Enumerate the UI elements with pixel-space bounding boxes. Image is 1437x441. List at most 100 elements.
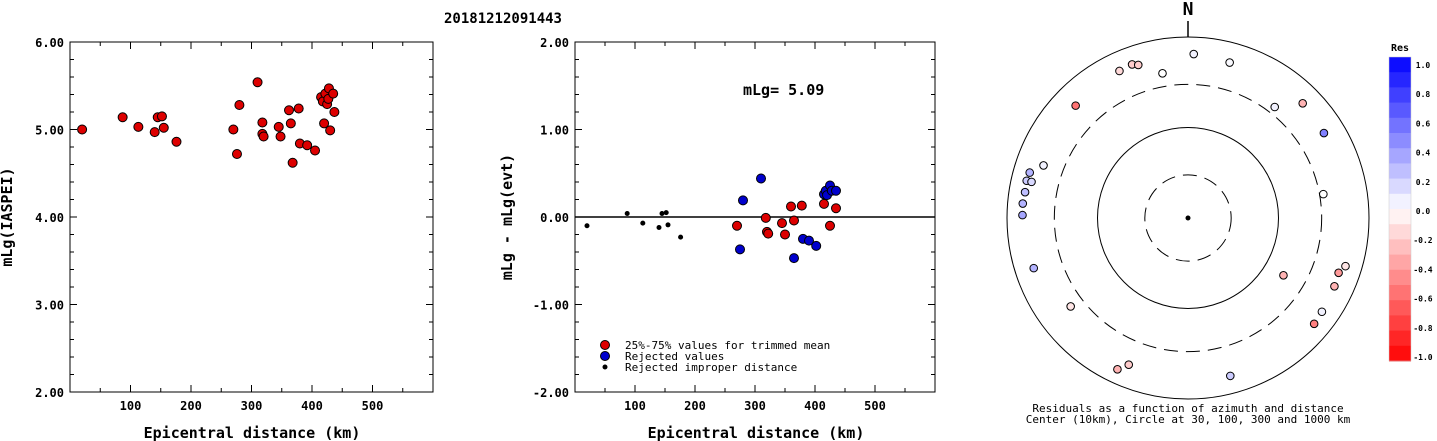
data-point <box>584 223 590 229</box>
data-point <box>819 198 829 209</box>
station-point <box>1027 177 1036 187</box>
colorbar-tick-label: -0.2 <box>1413 236 1432 245</box>
figure-title: 20181212091443 <box>444 11 562 27</box>
station-point <box>1018 199 1028 208</box>
data-point <box>133 121 144 132</box>
data-point <box>156 111 167 122</box>
data-point <box>678 234 684 240</box>
colorbar-tick-label: 1.0 <box>1416 61 1431 70</box>
station-point <box>1317 307 1327 317</box>
data-point <box>786 201 796 212</box>
colorbar-cell <box>1389 315 1411 332</box>
y-tick-label: 4.00 <box>35 211 64 225</box>
data-point <box>756 173 766 184</box>
station-point <box>1225 58 1234 67</box>
y-tick-label: 5.00 <box>35 124 64 138</box>
data-point <box>252 77 263 88</box>
colorbar-cell <box>1389 193 1411 210</box>
legend: 25%-75% values for trimmed mean Rejected… <box>600 339 830 374</box>
range-ring-30km <box>1144 174 1232 262</box>
data-point <box>231 149 242 159</box>
x-tick-label: 200 <box>180 399 202 413</box>
colorbar-tick-label: 0.6 <box>1416 119 1431 128</box>
data-point <box>275 131 286 142</box>
station-point <box>1334 268 1343 278</box>
data-point <box>302 140 313 151</box>
data-point <box>117 112 128 123</box>
colorbar-cell <box>1389 148 1411 164</box>
legend-label-improper: Rejected improper distance <box>625 361 797 374</box>
data-point <box>659 211 665 216</box>
data-point <box>329 107 340 117</box>
x-tick-label: 300 <box>241 399 263 413</box>
data-point <box>760 212 771 223</box>
colorbar-frame <box>1388 56 1412 362</box>
station-point <box>1319 128 1329 138</box>
colorbar-tick-label: -1.0 <box>1413 353 1432 362</box>
legend-marker-improper <box>602 364 608 370</box>
colorbar-cell <box>1389 254 1411 271</box>
colorbar-cell <box>1389 163 1411 180</box>
data-point <box>825 220 835 231</box>
x-tick-label: 200 <box>684 399 706 413</box>
y-tick-label: -2.00 <box>533 386 569 400</box>
data-point <box>831 203 841 214</box>
x-tick-label: 500 <box>362 399 384 413</box>
y-tick-label: -1.00 <box>533 299 569 313</box>
station-point <box>1018 210 1027 220</box>
colorbar-cell <box>1389 345 1411 362</box>
data-point <box>319 118 330 129</box>
colorbar-tick-label: 0.4 <box>1416 149 1431 158</box>
station-point <box>1226 371 1235 381</box>
colorbar-cell <box>1389 72 1411 88</box>
polar-caption-line2: Center (10km), Circle at 30, 100, 300 an… <box>1026 413 1351 426</box>
colorbar-cell <box>1389 285 1411 301</box>
station-point <box>1113 365 1122 374</box>
colorbar-cell <box>1389 133 1411 149</box>
data-point <box>738 195 748 206</box>
station-point <box>1158 69 1167 78</box>
legend-marker-trimmed <box>600 340 610 350</box>
data-point <box>258 131 269 142</box>
data-point <box>77 124 88 135</box>
station-point <box>1029 263 1039 273</box>
plot-frame <box>69 41 434 393</box>
azimuth-residual-polar-plot: N Residuals as a function of azimuth and… <box>1006 0 1370 426</box>
data-point <box>273 121 284 132</box>
station-point <box>1309 319 1319 329</box>
station-point <box>1020 187 1030 197</box>
data-point <box>665 222 671 228</box>
station-point <box>1025 168 1035 177</box>
data-point <box>789 215 799 226</box>
north-label: N <box>1183 0 1194 20</box>
data-point <box>293 103 304 114</box>
station-point <box>1189 49 1199 59</box>
colorbar-cell <box>1389 209 1411 225</box>
mlg-annotation: mLg= 5.09 <box>743 81 824 99</box>
data-point <box>325 125 336 136</box>
data-point <box>804 235 814 246</box>
colorbar-cell <box>1389 102 1411 119</box>
station-point <box>1270 102 1280 112</box>
data-point <box>234 100 245 110</box>
legend-label-rejected: Rejected values <box>625 350 724 363</box>
data-point <box>831 185 841 196</box>
data-point <box>158 122 169 133</box>
data-point <box>284 105 295 116</box>
data-point <box>735 244 745 255</box>
x-tick-label: 300 <box>744 399 766 413</box>
y-axis-label: mLg - mLg(evt) <box>498 154 516 280</box>
y-tick-label: 2.00 <box>540 36 569 50</box>
colorbar-tick-label: -0.4 <box>1413 265 1432 274</box>
station-point <box>1066 302 1075 311</box>
y-tick-label: 6.00 <box>35 36 64 50</box>
data-point <box>228 124 239 135</box>
x-tick-label: 400 <box>301 399 323 413</box>
x-tick-label: 500 <box>864 399 886 413</box>
range-ring-100km <box>1097 127 1279 309</box>
data-point <box>796 200 807 211</box>
station-point <box>1071 101 1080 110</box>
legend-marker-rejected <box>600 351 610 361</box>
y-axis-label: mLg(IASPEI) <box>0 167 16 266</box>
